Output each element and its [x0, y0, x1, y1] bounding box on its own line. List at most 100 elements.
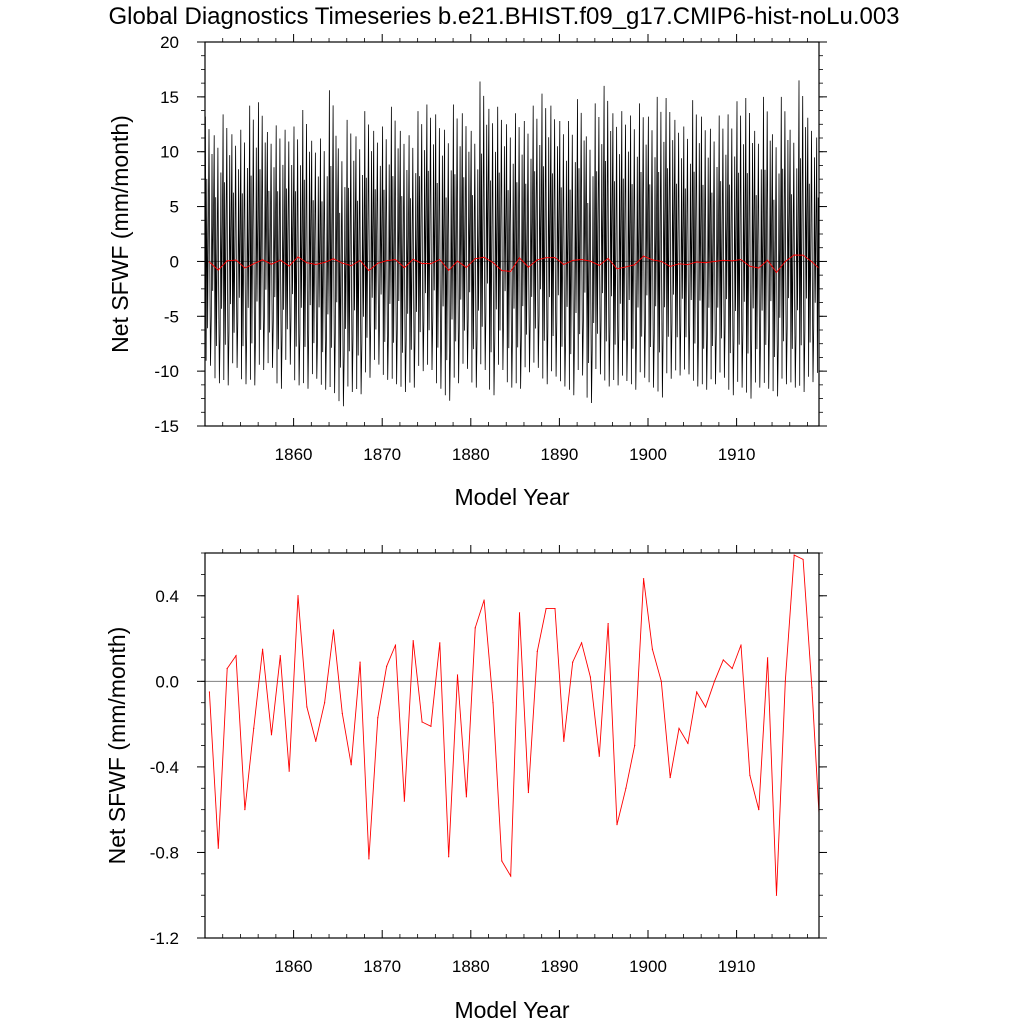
annual-mean-point [651, 648, 654, 650]
y-tick-label: -0.4 [150, 758, 179, 777]
annual-mean-point [315, 740, 317, 742]
annual-mean-point [279, 655, 281, 657]
annual-mean-point [572, 259, 574, 262]
annual-mean-point [270, 263, 273, 265]
annual-mean-point [545, 608, 547, 610]
annual-mean-point [775, 271, 778, 273]
x-tick-label: 1890 [540, 445, 578, 464]
x-tick-label: 1870 [363, 957, 401, 976]
annual-mean-point [740, 644, 742, 646]
annual-mean-point [563, 740, 565, 742]
x-tick-label: 1910 [718, 445, 756, 464]
y-tick-label: 10 [160, 143, 179, 162]
annual-mean-point [740, 258, 742, 261]
annual-mean-point [403, 800, 405, 802]
annual-mean-point [474, 627, 476, 629]
x-tick-label: 1890 [540, 957, 578, 976]
annual-mean-point [687, 264, 689, 266]
annual-mean-point [589, 676, 592, 678]
annual-mean-point [261, 259, 264, 261]
annual-mean-point [616, 824, 618, 826]
annual-mean-point [704, 262, 707, 264]
annual-mean-point [563, 263, 565, 266]
annual-mean-point [253, 727, 255, 729]
annual-mean-point [501, 860, 503, 862]
annual-mean-point [634, 744, 636, 747]
x-tick-label: 1910 [718, 957, 756, 976]
annual-mean-point [758, 267, 760, 269]
annual-mean-series-line [209, 254, 819, 274]
annual-mean-point [784, 680, 786, 682]
annual-mean-point [235, 259, 237, 261]
annual-mean-point [527, 266, 529, 268]
annual-mean-point [492, 261, 494, 264]
annual-mean-point [368, 858, 370, 860]
annual-mean-point [802, 558, 804, 561]
y-tick-label: 20 [160, 33, 179, 52]
annual-mean-point [394, 258, 397, 261]
annual-mean-point [518, 612, 521, 614]
annual-mean-point [377, 262, 379, 264]
annual-mean-point [536, 650, 538, 652]
y-tick-label: -5 [164, 307, 179, 326]
annual-mean-point [704, 706, 707, 708]
annual-mean-point [731, 260, 733, 262]
annual-mean-point [767, 657, 769, 659]
annual-mean-point [217, 847, 219, 849]
annual-mean-point [394, 644, 397, 646]
x-tick-label: 1900 [629, 957, 667, 976]
annual-mean-point [572, 661, 574, 663]
annual-mean-point [386, 260, 388, 262]
annual-mean-point [226, 260, 228, 262]
annual-mean-point [580, 258, 583, 261]
annual-mean-point [492, 702, 494, 704]
annual-mean-point [722, 659, 724, 661]
y-tick-label: 0.0 [155, 672, 179, 691]
annual-mean-point [324, 261, 326, 264]
annual-mean-point [270, 734, 273, 736]
annual-mean-point [306, 706, 308, 708]
plot-frame [204, 552, 820, 939]
annual-mean-point [510, 270, 512, 273]
x-tick-label: 1900 [629, 445, 667, 464]
annual-mean-point [412, 640, 414, 642]
annual-mean-point [669, 265, 671, 267]
annual-mean-point [483, 599, 485, 601]
annual-mean-point [261, 648, 264, 650]
annual-mean-point [350, 764, 352, 766]
annual-mean-point [625, 787, 627, 789]
annual-mean-point [235, 655, 237, 657]
annual-mean-point [253, 263, 255, 265]
annual-mean-point [244, 267, 246, 269]
annual-mean-point [306, 262, 308, 264]
y-tick-label: -10 [154, 362, 179, 381]
annual-mean-point [642, 255, 645, 257]
axis-ticks: 1860 1870 1880 1890 1900 1910 -15 -10 -5 0 5 10 15 20 [154, 33, 827, 464]
plot-series [205, 554, 819, 896]
annual-mean-point [678, 263, 680, 265]
annual-mean-point [669, 776, 671, 779]
annual-mean-point [465, 796, 467, 798]
annual-mean-point [430, 263, 432, 265]
annual-mean-point [501, 270, 503, 272]
annual-mean-point [642, 578, 645, 580]
annual-mean-point [297, 595, 299, 597]
annual-mean-point [696, 261, 698, 263]
annual-mean-point [634, 264, 636, 266]
x-axis-label: Model Year [454, 997, 569, 1023]
annual-mean-point [226, 667, 228, 670]
annual-mean-point [297, 256, 299, 258]
annual-mean-point [244, 809, 246, 811]
y-tick-label: 5 [170, 198, 179, 217]
annual-mean-point [589, 260, 592, 262]
annual-mean-point [341, 262, 343, 264]
x-axis-label: Model Year [454, 484, 569, 510]
annual-mean-point [421, 721, 423, 723]
y-axis-label: Net SFWF (mm/month) [107, 115, 133, 353]
annual-mean-point [350, 265, 352, 267]
annual-mean-point [793, 554, 795, 556]
annual-mean-point [580, 642, 583, 644]
y-tick-label: -1.2 [150, 929, 179, 948]
annual-mean-point [536, 259, 538, 261]
annual-mean-point [811, 261, 813, 263]
